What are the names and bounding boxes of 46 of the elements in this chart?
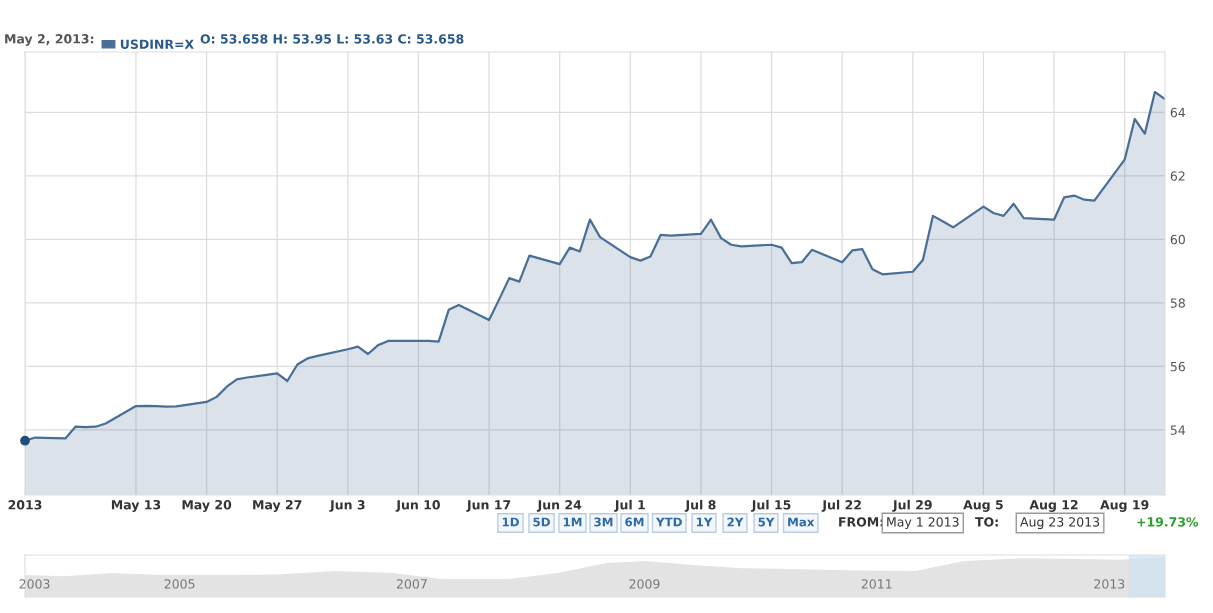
x-tick-label: May 20 [182,499,232,512]
text: Aug 23 2013 [1020,517,1100,530]
x-tick-label: 2007 [396,579,427,589]
x-tick-label: Jul 8 [684,499,716,512]
text: May 2, 2013: [5,34,94,47]
text: TO: [975,517,998,527]
x-tick-label: 2005 [164,579,195,589]
x-tick-label: Aug 19 [1100,500,1149,512]
x-tick-label: 2013 [8,500,42,510]
x-tick-label: May 13 [111,499,161,512]
text: 1M [563,517,582,527]
y-tick-label: 60 [1170,234,1185,245]
x-tick-label: May 27 [253,499,302,512]
text: 6M [625,517,644,527]
legend-label: USDINR=X [120,39,194,49]
x-tick-label: 2013 [1094,579,1125,589]
y-tick-label: 64 [1170,107,1186,118]
x-tick-label: Jul 15 [751,499,791,512]
text: May 1 2013 [887,517,959,530]
x-tick-label: 2003 [19,579,50,589]
y-tick-label: 56 [1170,361,1185,372]
text: FROM: [839,517,883,527]
text: 1Y [696,517,713,527]
x-tick-label: Aug 5 [963,500,1003,512]
text: YTD [655,517,682,527]
text: 3M [594,517,613,527]
text: 5D [533,517,550,527]
y-tick-label: 58 [1170,298,1185,308]
x-tick-label: Jun 10 [395,500,440,512]
x-tick-label: 2011 [861,579,892,589]
x-tick-label: Aug 12 [1029,499,1078,512]
x-tick-label: Jun 24 [536,500,582,512]
x-tick-label: Jul 1 [614,499,645,512]
x-tick-label: 2009 [629,579,660,589]
x-tick-label: Jun 17 [466,500,511,512]
x-tick-label: Jul 29 [892,499,932,512]
x-tick-label: Jul 22 [821,499,861,512]
text: 1D [502,517,519,527]
text: 5Y [758,517,775,527]
y-tick-label: 62 [1170,171,1185,181]
text: O: 53.658 H: 53.95 L: 53.63 C: 53.658 [200,34,464,44]
x-tick-label: Jun 3 [329,500,365,512]
text: +19.73% [1137,517,1199,527]
text: Max [788,517,815,527]
y-tick-label: 54 [1170,425,1186,435]
text: 2Y [727,517,744,527]
